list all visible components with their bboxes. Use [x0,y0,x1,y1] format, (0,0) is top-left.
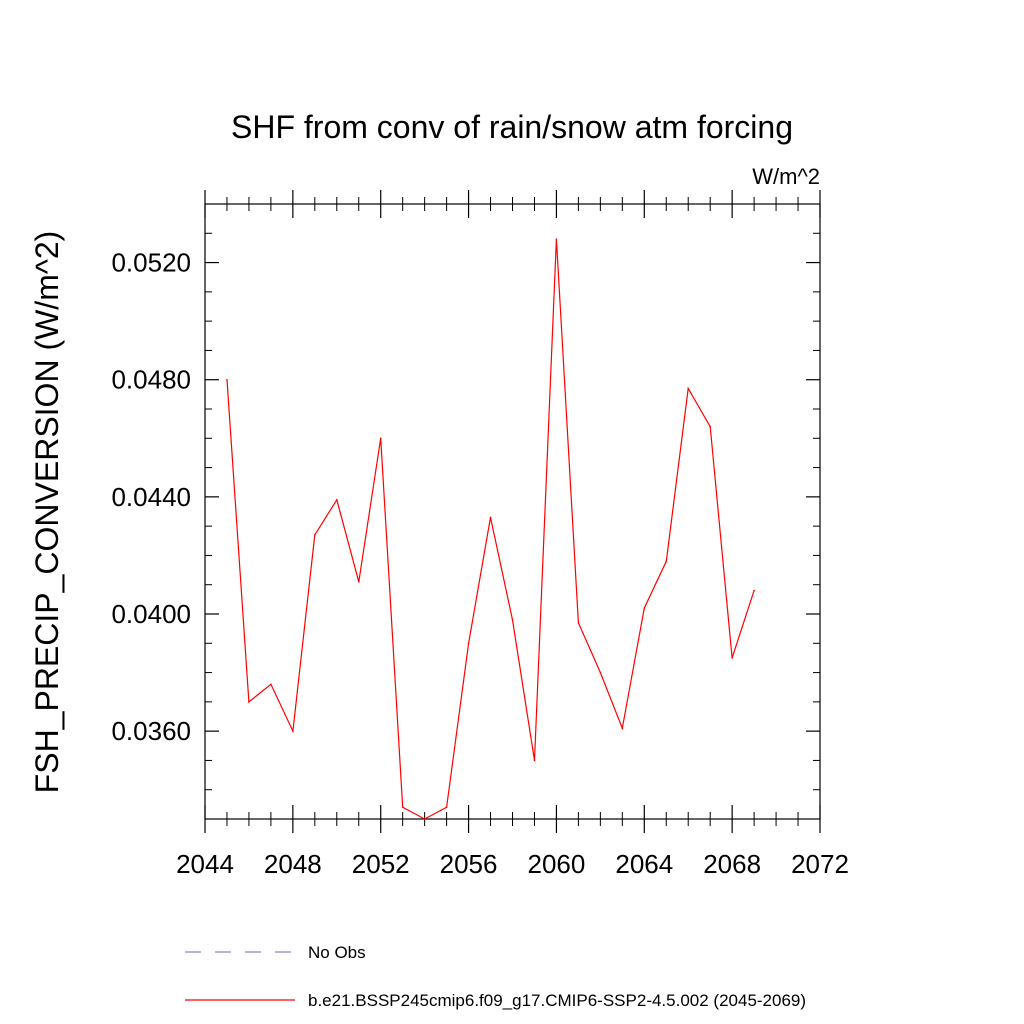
data-point [270,683,272,686]
plot-frame [204,203,821,820]
y-tick-label: 0.0400 [111,599,191,629]
data-point [665,560,668,563]
x-tick-label: 2044 [176,849,234,879]
data-point [511,619,514,621]
data-point [643,607,646,609]
y-tick-label: 0.0480 [111,365,191,395]
data-point [467,642,470,645]
data-point [687,387,690,390]
data-point [445,806,448,809]
legend: No Obs b.e21.BSSP245cmip6.f09_g17.CMIP6-S… [185,943,806,1010]
x-tick-label: 2060 [528,849,586,879]
data-point [533,759,536,762]
data-point [226,378,228,381]
series-line-1 [226,239,755,820]
data-point [401,806,404,809]
y-tick-label: 0.0440 [111,482,191,512]
units-label: W/m^2 [752,164,820,189]
x-tick-label: 2064 [615,849,673,879]
legend-label-1: b.e21.BSSP245cmip6.f09_g17.CMIP6-SSP2-4.… [308,991,806,1010]
x-tick-label: 2052 [352,849,410,879]
y-tick-label: 0.0520 [111,248,191,278]
chart-title: SHF from conv of rain/snow atm forcing [231,109,793,145]
data-point [357,580,360,583]
data-point [379,437,382,440]
data-point [423,818,426,820]
legend-label-0: No Obs [308,943,366,962]
y-tick-label: 0.0360 [111,716,191,746]
x-tick-label: 2056 [440,849,498,879]
data-point [709,425,711,428]
data-point [335,498,338,501]
data-point [577,621,580,624]
data-point [731,657,733,659]
plot-area: 2044 2048 2052 2056 2060 2064 2068 2072 0.0360 0.… [111,190,849,879]
data-point [555,238,558,240]
x-tick-label: 2072 [791,849,849,879]
data-point [292,730,294,732]
x-tick-label: 2048 [264,849,322,879]
data-point [621,727,624,730]
data-point [753,589,755,592]
data-point [248,701,250,703]
data-point [314,534,316,536]
data-point [599,671,602,674]
data-point [489,516,492,519]
y-axis-label: FSH_PRECIP_CONVERSION (W/m^2) [29,231,65,794]
x-tick-label: 2068 [703,849,761,879]
